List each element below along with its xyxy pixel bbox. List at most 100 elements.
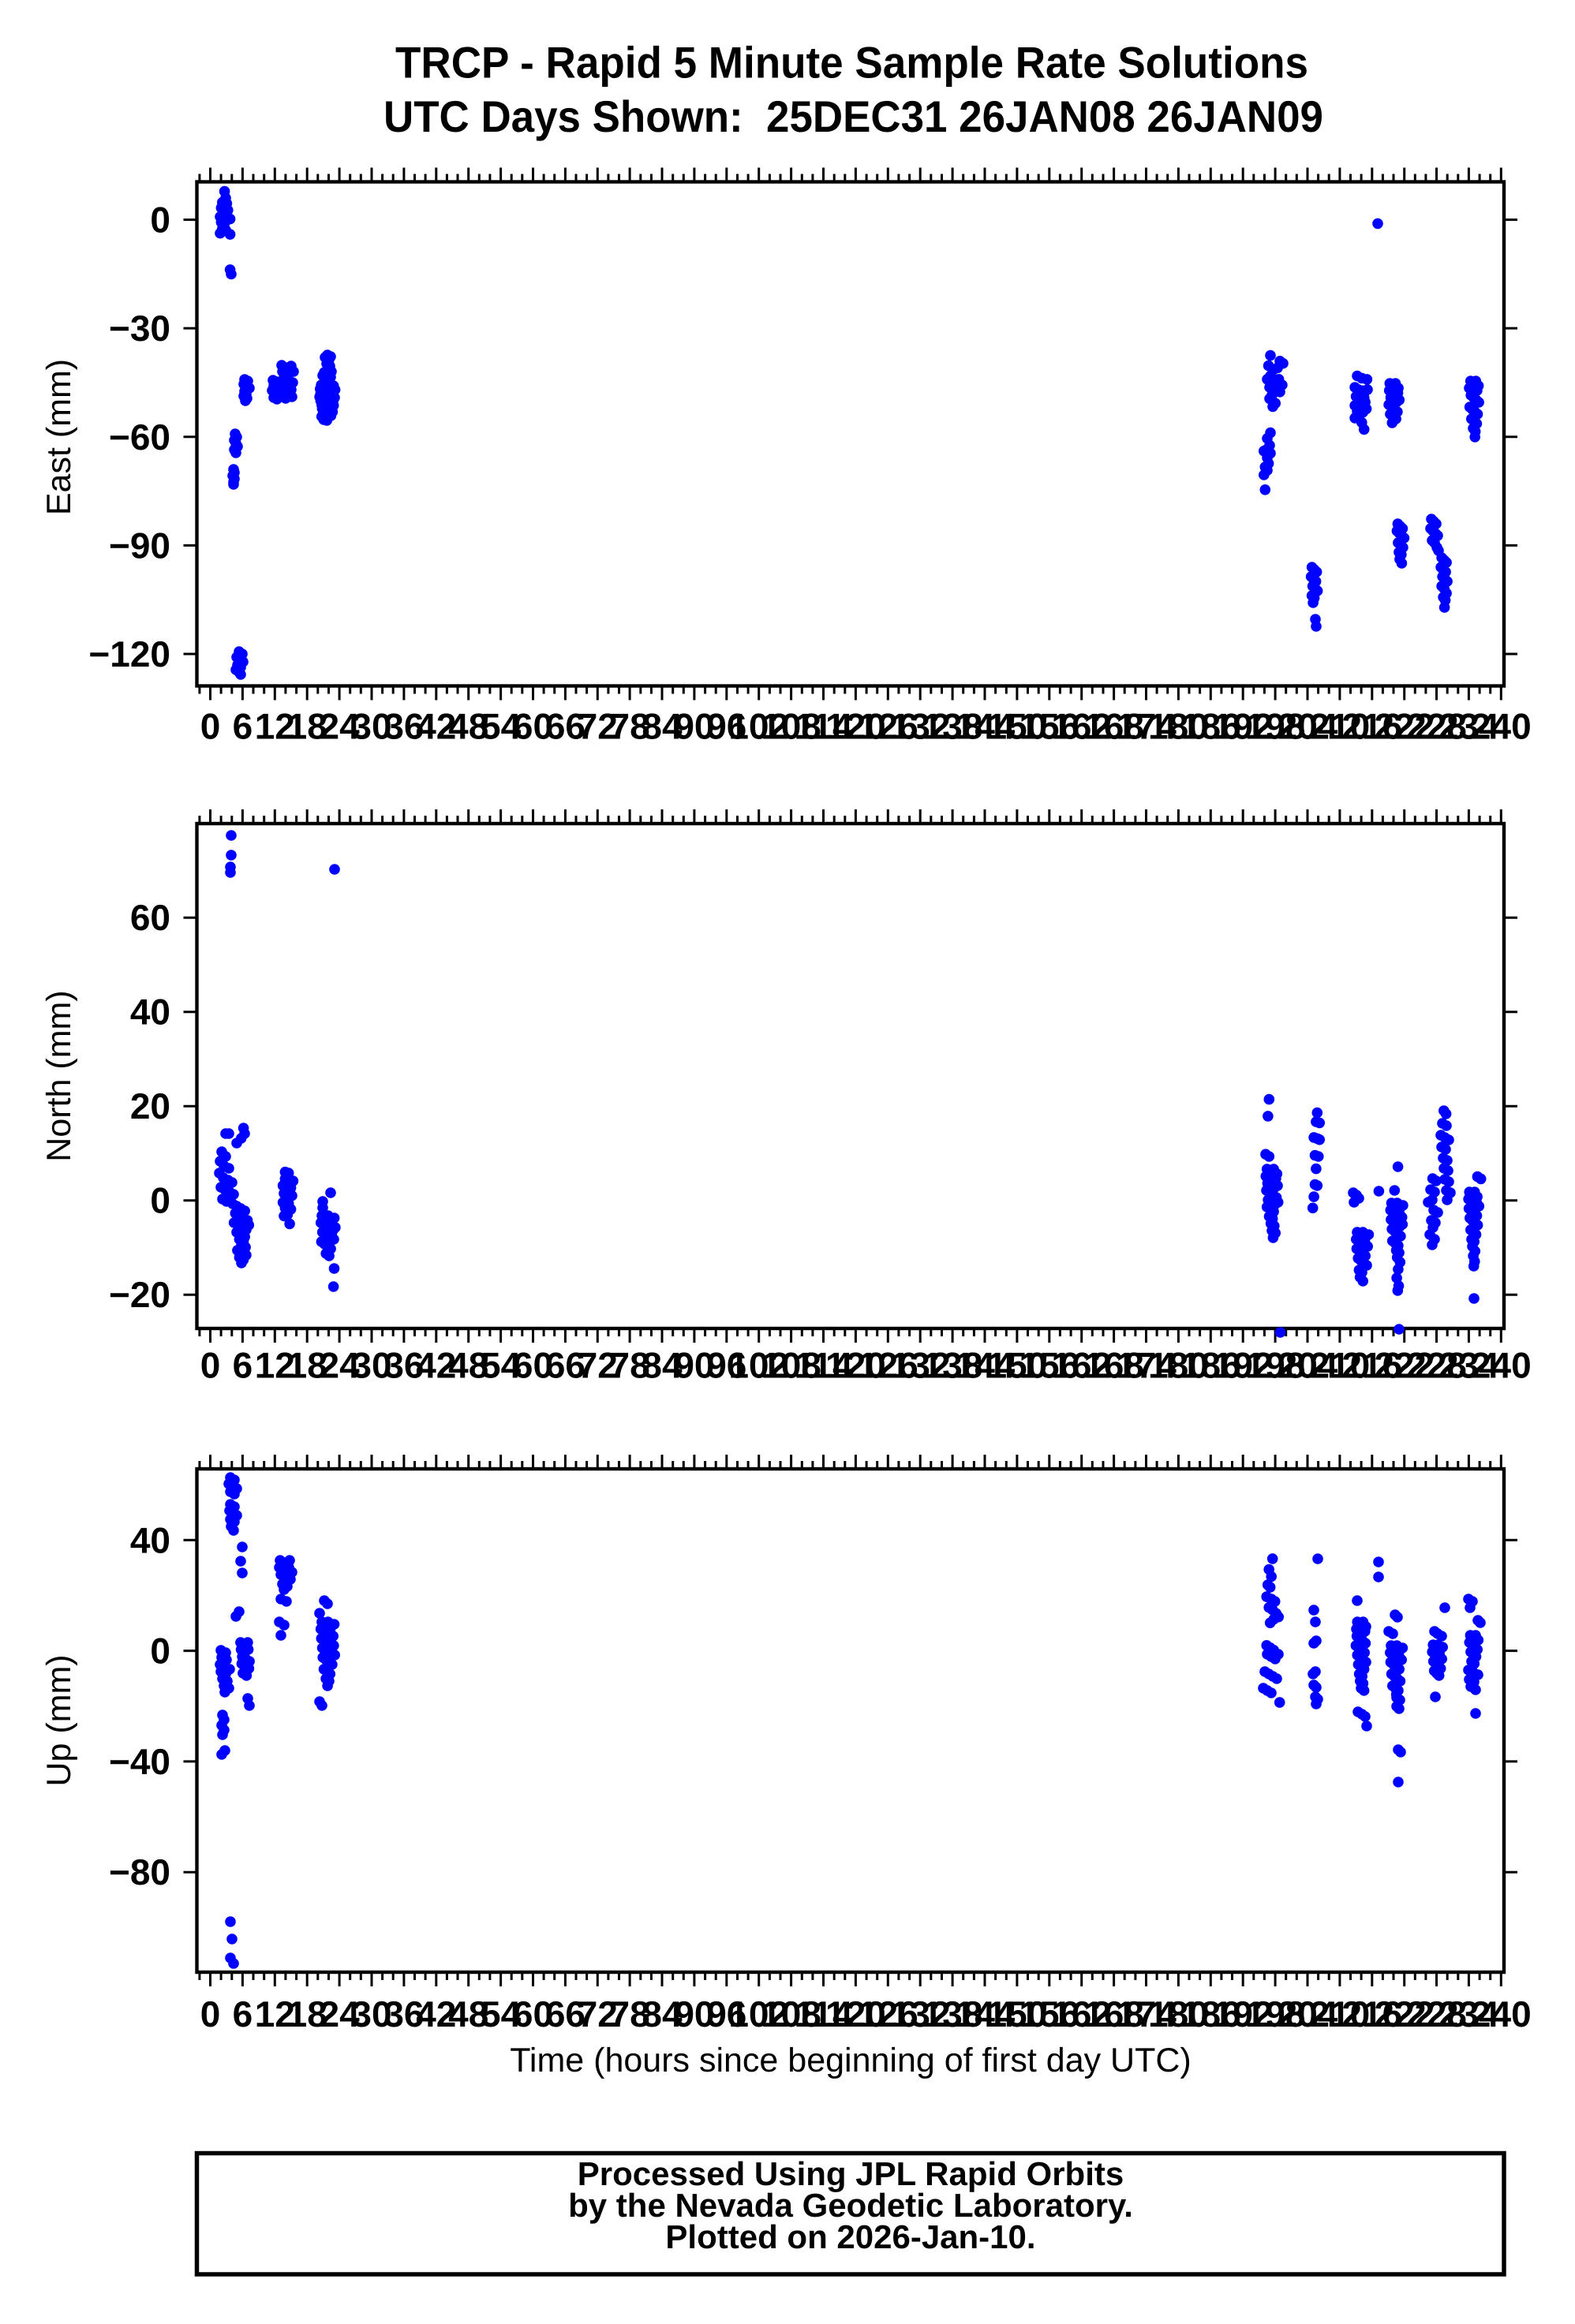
svg-text:36: 36 <box>383 1993 424 2034</box>
svg-text:24: 24 <box>320 1993 361 2034</box>
svg-text:186: 186 <box>1180 705 1241 746</box>
svg-text:138: 138 <box>922 705 983 746</box>
svg-text:168: 168 <box>1083 705 1144 746</box>
svg-text:42: 42 <box>416 705 456 746</box>
svg-text:48: 48 <box>448 1344 488 1385</box>
svg-text:36: 36 <box>383 1344 424 1385</box>
svg-text:162: 162 <box>1051 1993 1112 2034</box>
svg-text:−120: −120 <box>88 633 170 674</box>
svg-text:114: 114 <box>794 1993 853 2034</box>
svg-text:114: 114 <box>794 705 853 746</box>
svg-text:216: 216 <box>1341 1344 1402 1385</box>
svg-text:−20: −20 <box>109 1274 170 1315</box>
svg-text:60: 60 <box>513 1344 553 1385</box>
svg-text:102: 102 <box>728 705 789 746</box>
svg-text:120: 120 <box>825 1993 886 2034</box>
svg-text:138: 138 <box>922 1993 983 2034</box>
svg-text:24: 24 <box>320 705 361 746</box>
svg-text:18: 18 <box>287 1993 327 2034</box>
svg-text:144: 144 <box>955 1993 1016 2034</box>
svg-text:108: 108 <box>761 1344 821 1385</box>
svg-text:96: 96 <box>706 1993 746 2034</box>
svg-text:240: 240 <box>1471 705 1532 746</box>
svg-text:126: 126 <box>858 1993 918 2034</box>
svg-text:198: 198 <box>1245 705 1306 746</box>
svg-text:6: 6 <box>233 1993 253 2034</box>
svg-text:12: 12 <box>255 1344 295 1385</box>
svg-text:222: 222 <box>1374 1344 1435 1385</box>
svg-text:18: 18 <box>287 705 327 746</box>
svg-text:156: 156 <box>1019 705 1079 746</box>
svg-text:Processed Using JPL Rapid Orbi: Processed Using JPL Rapid Orbits <box>578 2155 1124 2192</box>
svg-text:150: 150 <box>987 1344 1048 1385</box>
svg-text:0: 0 <box>200 705 221 746</box>
svg-text:132: 132 <box>890 705 951 746</box>
svg-text:132: 132 <box>890 1344 951 1385</box>
svg-text:78: 78 <box>610 1344 650 1385</box>
svg-text:20: 20 <box>130 1085 170 1127</box>
svg-text:234: 234 <box>1438 705 1499 746</box>
svg-text:60: 60 <box>513 1993 553 2034</box>
svg-text:192: 192 <box>1213 1993 1274 2034</box>
svg-text:96: 96 <box>706 1344 746 1385</box>
svg-text:126: 126 <box>858 705 918 746</box>
svg-text:228: 228 <box>1406 705 1467 746</box>
svg-text:84: 84 <box>642 1344 683 1385</box>
svg-text:72: 72 <box>578 1344 618 1385</box>
svg-text:UTC Days Shown: 25DEC31 26JAN: UTC Days Shown: 25DEC31 26JAN08 26JAN09 <box>383 92 1323 141</box>
svg-text:120: 120 <box>825 705 886 746</box>
svg-text:198: 198 <box>1245 1344 1306 1385</box>
svg-text:78: 78 <box>610 1993 650 2034</box>
svg-text:by the Nevada Geodetic Laborat: by the Nevada Geodetic Laboratory. <box>568 2187 1133 2224</box>
svg-text:66: 66 <box>545 705 585 746</box>
svg-text:−80: −80 <box>109 1851 170 1892</box>
svg-text:138: 138 <box>922 1344 983 1385</box>
svg-text:204: 204 <box>1278 1993 1338 2034</box>
svg-text:186: 186 <box>1180 1344 1241 1385</box>
svg-text:186: 186 <box>1180 1993 1241 2034</box>
svg-text:0: 0 <box>150 200 170 241</box>
svg-text:216: 216 <box>1341 1993 1402 2034</box>
svg-text:−30: −30 <box>109 308 170 349</box>
svg-text:162: 162 <box>1051 1344 1112 1385</box>
svg-text:174: 174 <box>1116 1993 1177 2034</box>
svg-text:210: 210 <box>1310 1993 1371 2034</box>
svg-text:180: 180 <box>1148 705 1209 746</box>
svg-text:204: 204 <box>1278 705 1338 746</box>
svg-text:192: 192 <box>1213 1344 1274 1385</box>
svg-text:42: 42 <box>416 1344 456 1385</box>
svg-text:168: 168 <box>1083 1344 1144 1385</box>
svg-text:174: 174 <box>1116 705 1177 746</box>
svg-text:180: 180 <box>1148 1344 1209 1385</box>
svg-text:54: 54 <box>481 1993 522 2034</box>
svg-text:30: 30 <box>351 705 391 746</box>
svg-text:0: 0 <box>200 1993 221 2034</box>
svg-text:222: 222 <box>1374 705 1435 746</box>
svg-text:198: 198 <box>1245 1993 1306 2034</box>
svg-text:30: 30 <box>351 1344 391 1385</box>
svg-text:66: 66 <box>545 1344 585 1385</box>
svg-text:36: 36 <box>383 705 424 746</box>
svg-text:72: 72 <box>578 1993 618 2034</box>
svg-text:234: 234 <box>1438 1993 1499 2034</box>
svg-text:60: 60 <box>130 897 170 938</box>
svg-text:0: 0 <box>150 1631 170 1672</box>
svg-text:60: 60 <box>513 705 553 746</box>
svg-text:84: 84 <box>642 1993 683 2034</box>
svg-text:East (mm): East (mm) <box>40 359 78 515</box>
svg-text:240: 240 <box>1471 1993 1532 2034</box>
svg-text:−40: −40 <box>109 1741 170 1782</box>
svg-text:Up (mm): Up (mm) <box>40 1654 78 1786</box>
svg-text:18: 18 <box>287 1344 327 1385</box>
svg-text:108: 108 <box>761 1993 821 2034</box>
svg-text:48: 48 <box>448 705 488 746</box>
svg-text:90: 90 <box>674 1993 714 2034</box>
svg-text:216: 216 <box>1341 705 1402 746</box>
svg-text:84: 84 <box>642 705 683 746</box>
svg-text:40: 40 <box>130 992 170 1033</box>
svg-text:12: 12 <box>255 1993 295 2034</box>
svg-text:150: 150 <box>987 1993 1048 2034</box>
svg-text:210: 210 <box>1310 705 1371 746</box>
svg-text:162: 162 <box>1051 705 1112 746</box>
svg-text:180: 180 <box>1148 1993 1209 2034</box>
